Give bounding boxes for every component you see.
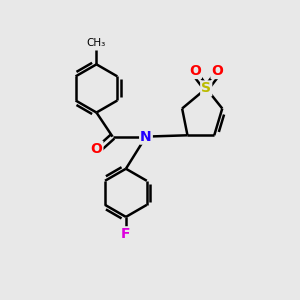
Text: O: O <box>212 64 224 78</box>
Text: S: S <box>201 81 211 95</box>
Text: O: O <box>91 142 102 156</box>
Text: N: N <box>140 130 152 144</box>
Text: F: F <box>121 227 131 241</box>
Text: O: O <box>189 64 201 78</box>
Text: CH₃: CH₃ <box>87 38 106 48</box>
